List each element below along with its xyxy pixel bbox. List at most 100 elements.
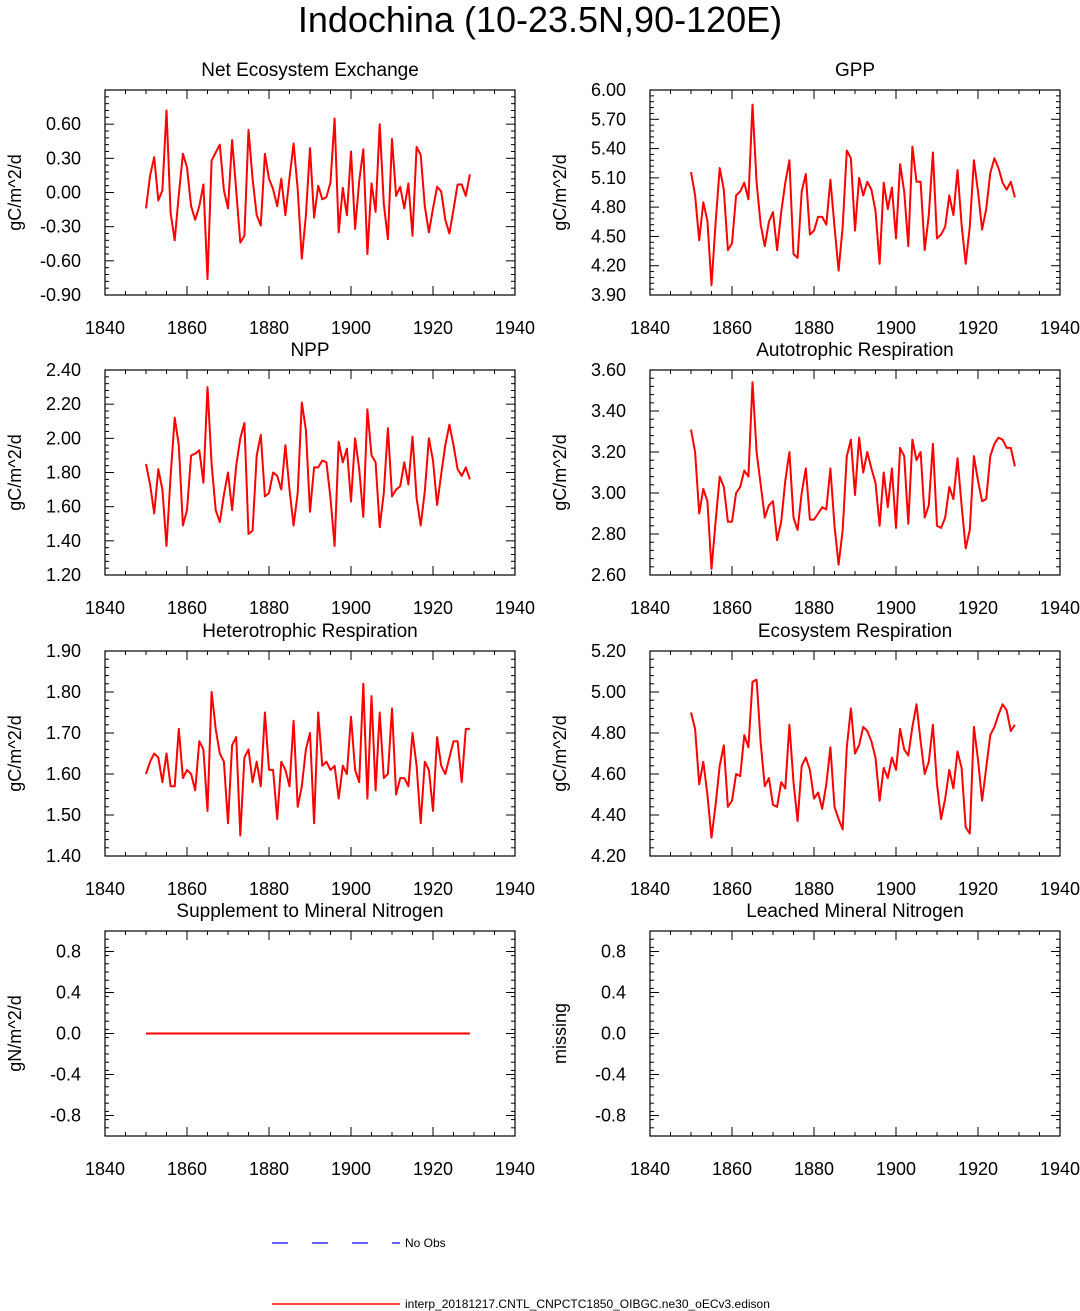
series-line bbox=[145, 109, 471, 281]
x-tick-label: 1940 bbox=[495, 879, 535, 899]
x-tick-label: 1940 bbox=[495, 1159, 535, 1179]
y-axis-label: gC/m^2/d bbox=[550, 154, 570, 230]
y-tick-label: -0.90 bbox=[40, 285, 81, 305]
y-tick-label: 1.90 bbox=[46, 641, 81, 661]
y-axis-label: gC/m^2/d bbox=[5, 154, 25, 230]
x-tick-label: 1880 bbox=[794, 1159, 834, 1179]
x-tick-label: 1900 bbox=[331, 879, 371, 899]
y-axis-label: gN/m^2/d bbox=[5, 995, 25, 1071]
y-tick-label: 0.30 bbox=[46, 148, 81, 168]
x-tick-label: 1900 bbox=[876, 1159, 916, 1179]
y-tick-label: 0.4 bbox=[601, 983, 626, 1003]
x-tick-label: 1900 bbox=[876, 879, 916, 899]
y-tick-label: 4.20 bbox=[591, 846, 626, 866]
panel-title: Supplement to Mineral Nitrogen bbox=[176, 901, 443, 922]
y-tick-label: 5.40 bbox=[591, 139, 626, 159]
panel-title: Heterotrophic Respiration bbox=[202, 621, 417, 642]
y-tick-label: 1.80 bbox=[46, 682, 81, 702]
x-tick-label: 1860 bbox=[167, 318, 207, 338]
y-tick-label: 2.80 bbox=[591, 524, 626, 544]
x-tick-label: 1880 bbox=[794, 879, 834, 899]
x-tick-label: 1880 bbox=[249, 598, 289, 618]
x-tick-label: 1840 bbox=[85, 1159, 125, 1179]
y-tick-label: 0.8 bbox=[56, 942, 81, 962]
y-tick-label: -0.60 bbox=[40, 251, 81, 271]
y-tick-label: 0.00 bbox=[46, 183, 81, 203]
y-tick-label: 6.00 bbox=[591, 80, 626, 100]
y-tick-label: 3.00 bbox=[591, 483, 626, 503]
x-tick-label: 1900 bbox=[331, 598, 371, 618]
y-tick-label: 5.00 bbox=[591, 682, 626, 702]
x-tick-label: 1940 bbox=[1040, 318, 1080, 338]
x-tick-label: 1900 bbox=[331, 318, 371, 338]
y-axis-label: missing bbox=[550, 1003, 570, 1064]
y-tick-label: 0.0 bbox=[56, 1024, 81, 1044]
y-axis-label: gC/m^2/d bbox=[550, 715, 570, 791]
x-tick-label: 1940 bbox=[495, 598, 535, 618]
x-tick-label: 1880 bbox=[249, 1159, 289, 1179]
x-tick-label: 1920 bbox=[413, 1159, 453, 1179]
x-tick-label: 1860 bbox=[712, 1159, 752, 1179]
y-tick-label: 2.20 bbox=[46, 394, 81, 414]
x-tick-label: 1880 bbox=[794, 318, 834, 338]
x-tick-label: 1920 bbox=[958, 318, 998, 338]
panel-title: Autotrophic Respiration bbox=[756, 340, 954, 361]
y-tick-label: -0.4 bbox=[50, 1065, 81, 1085]
y-tick-label: 4.20 bbox=[591, 256, 626, 276]
y-tick-label: 4.40 bbox=[591, 805, 626, 825]
y-tick-label: 2.60 bbox=[591, 565, 626, 585]
y-tick-label: 1.60 bbox=[46, 497, 81, 517]
y-axis-label: gC/m^2/d bbox=[550, 434, 570, 510]
x-tick-label: 1840 bbox=[85, 598, 125, 618]
y-tick-label: 5.20 bbox=[591, 641, 626, 661]
x-tick-label: 1900 bbox=[876, 318, 916, 338]
y-tick-label: -0.30 bbox=[40, 217, 81, 237]
plot-frame bbox=[649, 369, 1061, 576]
x-tick-label: 1940 bbox=[1040, 879, 1080, 899]
x-tick-label: 1840 bbox=[630, 598, 670, 618]
x-tick-label: 1940 bbox=[495, 318, 535, 338]
series-line bbox=[145, 386, 471, 547]
plot-frame bbox=[649, 89, 1061, 296]
x-tick-label: 1880 bbox=[249, 318, 289, 338]
y-tick-label: 1.80 bbox=[46, 463, 81, 483]
y-tick-label: 2.00 bbox=[46, 428, 81, 448]
y-axis-label: gC/m^2/d bbox=[5, 715, 25, 791]
x-tick-label: 1940 bbox=[1040, 1159, 1080, 1179]
x-tick-label: 1920 bbox=[413, 318, 453, 338]
y-tick-label: 1.60 bbox=[46, 764, 81, 784]
y-tick-label: -0.8 bbox=[50, 1106, 81, 1126]
y-tick-label: -0.8 bbox=[595, 1106, 626, 1126]
panel-title: GPP bbox=[835, 60, 875, 81]
panel-title: Ecosystem Respiration bbox=[758, 621, 952, 642]
y-tick-label: -0.4 bbox=[595, 1065, 626, 1085]
y-tick-label: 4.60 bbox=[591, 764, 626, 784]
series-line bbox=[145, 682, 470, 837]
x-tick-label: 1860 bbox=[712, 318, 752, 338]
x-tick-label: 1840 bbox=[630, 879, 670, 899]
x-tick-label: 1860 bbox=[712, 598, 752, 618]
figure-title: Indochina (10-23.5N,90-120E) bbox=[297, 0, 783, 40]
y-tick-label: 1.70 bbox=[46, 723, 81, 743]
y-tick-label: 0.8 bbox=[601, 942, 626, 962]
x-tick-label: 1880 bbox=[794, 598, 834, 618]
plot-frame bbox=[649, 930, 1061, 1137]
y-tick-label: 0.0 bbox=[601, 1024, 626, 1044]
y-tick-label: 0.60 bbox=[46, 114, 81, 134]
series-line bbox=[690, 678, 1016, 839]
x-tick-label: 1920 bbox=[958, 1159, 998, 1179]
y-tick-label: 4.80 bbox=[591, 197, 626, 217]
panel-title: Net Ecosystem Exchange bbox=[201, 60, 419, 81]
series-line bbox=[690, 103, 1016, 287]
x-tick-label: 1900 bbox=[331, 1159, 371, 1179]
y-tick-label: 1.20 bbox=[46, 565, 81, 585]
x-tick-label: 1940 bbox=[1040, 598, 1080, 618]
y-tick-label: 4.80 bbox=[591, 723, 626, 743]
series-line bbox=[690, 381, 1016, 570]
y-tick-label: 1.40 bbox=[46, 846, 81, 866]
x-tick-label: 1860 bbox=[167, 879, 207, 899]
panel-title: NPP bbox=[290, 340, 329, 361]
y-tick-label: 5.70 bbox=[591, 109, 626, 129]
